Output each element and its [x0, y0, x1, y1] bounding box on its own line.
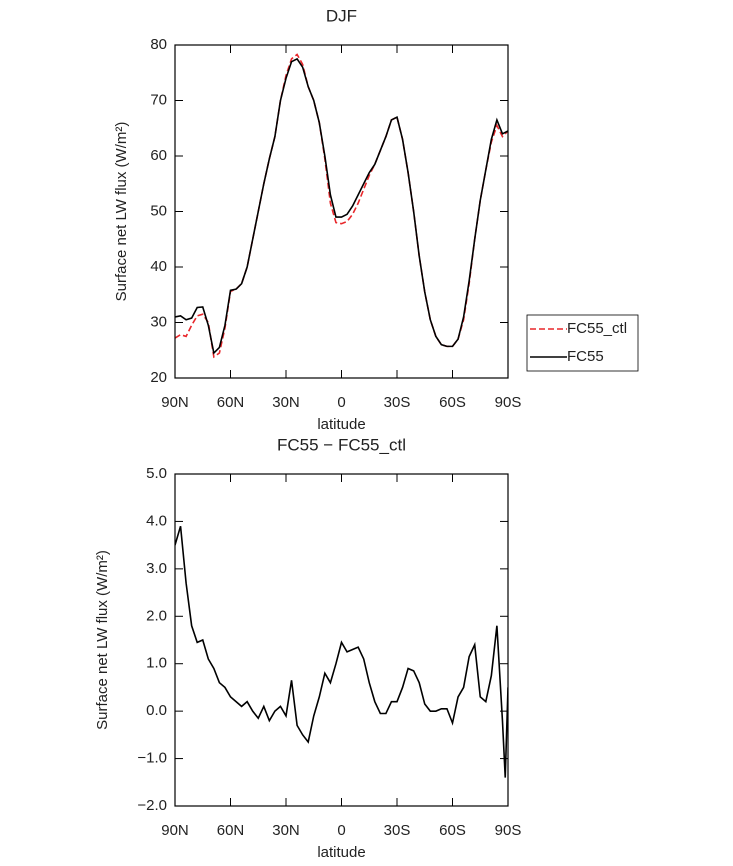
x-tick-label: 30N [272, 822, 300, 839]
y-tick-label: 2.0 [146, 607, 167, 624]
data-line [175, 525, 508, 778]
x-tick-label: 60N [217, 394, 245, 411]
chart-title: FC55 − FC55_ctl [277, 435, 406, 454]
x-axis-label: latitude [317, 844, 365, 861]
y-tick-label: 40 [150, 258, 167, 275]
y-tick-label: 50 [150, 202, 167, 219]
x-axis-label: latitude [317, 416, 365, 433]
y-tick-label: −1.0 [137, 750, 167, 767]
y-tick-label: 30 [150, 313, 167, 330]
legend-label: FC55_ctl [567, 320, 627, 337]
y-axis-label: Surface net LW flux (W/m²) [94, 550, 111, 730]
plot-frame [174, 44, 509, 379]
x-tick-label: 90S [495, 822, 522, 839]
x-tick-label: 60N [217, 822, 245, 839]
x-tick-label: 90N [161, 822, 189, 839]
legend-label: FC55 [567, 348, 604, 365]
y-tick-label: 70 [150, 91, 167, 108]
y-tick-label: 3.0 [146, 560, 167, 577]
data-line [175, 53, 508, 359]
x-tick-label: 90N [161, 394, 189, 411]
y-tick-label: 20 [150, 369, 167, 386]
plot-frame [174, 473, 509, 807]
y-tick-label: 4.0 [146, 512, 167, 529]
x-tick-label: 30S [384, 394, 411, 411]
y-tick-label: 0.0 [146, 702, 167, 719]
y-tick-label: 1.0 [146, 655, 167, 672]
x-tick-label: 60S [439, 394, 466, 411]
x-tick-label: 0 [337, 822, 345, 839]
chart-title: DJF [326, 6, 357, 25]
legend-box [526, 314, 639, 372]
y-tick-label: 80 [150, 36, 167, 53]
y-tick-label: −2.0 [137, 797, 167, 814]
x-tick-label: 30N [272, 394, 300, 411]
x-tick-label: 0 [337, 394, 345, 411]
data-line [175, 57, 508, 355]
y-axis-label: Surface net LW flux (W/m²) [113, 122, 130, 302]
x-tick-label: 90S [495, 394, 522, 411]
x-tick-label: 30S [384, 822, 411, 839]
y-tick-label: 60 [150, 147, 167, 164]
y-tick-label: 5.0 [146, 465, 167, 482]
x-tick-label: 60S [439, 822, 466, 839]
